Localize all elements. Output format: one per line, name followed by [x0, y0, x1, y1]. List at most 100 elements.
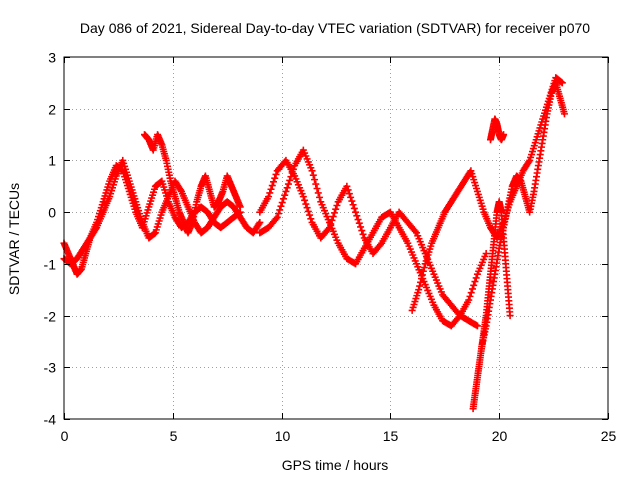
- data-point: [376, 241, 384, 249]
- data-point: [266, 189, 274, 197]
- data-point: [303, 204, 311, 212]
- data-point: [267, 185, 275, 193]
- data-point: [354, 216, 362, 224]
- data-point: [286, 176, 294, 184]
- data-point: [473, 322, 481, 330]
- data-point: [525, 158, 533, 166]
- data-point: [332, 205, 340, 213]
- data-point: [506, 312, 514, 320]
- data-point: [301, 196, 309, 204]
- data-point: [288, 169, 296, 177]
- data-point: [272, 170, 280, 178]
- data-point: [465, 296, 473, 304]
- data-point: [455, 313, 463, 321]
- data-point: [308, 167, 316, 175]
- data-point: [353, 212, 361, 220]
- series-track-h: [478, 79, 568, 351]
- data-point: [316, 193, 324, 201]
- x-axis-label: GPS time / hours: [282, 457, 389, 473]
- data-point: [278, 199, 286, 207]
- data-point: [482, 250, 490, 258]
- data-point: [468, 285, 476, 293]
- data-point: [299, 193, 307, 201]
- data-point: [416, 282, 424, 290]
- data-point: [282, 187, 290, 195]
- data-point: [272, 215, 280, 223]
- y-tick-label: -1: [44, 257, 57, 273]
- series-track-e: [256, 146, 490, 330]
- data-point: [276, 206, 284, 214]
- data-point: [471, 278, 479, 286]
- data-point: [270, 178, 278, 186]
- y-tick-label: 3: [48, 50, 56, 66]
- data-point: [236, 203, 244, 211]
- data-point: [472, 274, 480, 282]
- data-point: [500, 131, 508, 139]
- data-point: [415, 286, 423, 294]
- data-point: [289, 165, 297, 173]
- data-point: [274, 210, 282, 218]
- data-point: [302, 200, 310, 208]
- data-point: [306, 211, 314, 219]
- data-point: [313, 185, 321, 193]
- data-point: [92, 225, 100, 233]
- data-point: [359, 230, 367, 238]
- y-tick-label: -2: [44, 309, 57, 325]
- data-point: [411, 227, 419, 235]
- data-point: [287, 173, 295, 181]
- y-axis-label: SDTVAR / TECUs: [6, 183, 22, 295]
- y-tick-label: 2: [48, 102, 56, 118]
- data-point: [357, 223, 365, 231]
- data-point: [304, 207, 312, 215]
- data-point: [466, 292, 474, 300]
- x-tick-label: 5: [170, 428, 178, 444]
- data-point: [177, 186, 185, 194]
- data-point: [467, 289, 475, 297]
- data-point: [355, 219, 363, 227]
- data-point: [309, 171, 317, 179]
- x-tick-label: 15: [383, 428, 399, 444]
- data-point: [470, 281, 478, 289]
- data-point: [352, 208, 360, 216]
- series-track-a: [60, 162, 244, 278]
- data-marks: [60, 74, 568, 413]
- axis-ticks: 0 5 10 15 20 25 -4 -3 -2 -1 0 1 2 3: [44, 50, 617, 445]
- series-track-c: [141, 131, 244, 237]
- data-point: [358, 227, 366, 235]
- data-point: [560, 110, 568, 118]
- y-tick-label: 1: [48, 153, 56, 169]
- y-tick-label: -4: [44, 412, 57, 428]
- data-point: [256, 218, 264, 226]
- data-point: [265, 193, 273, 201]
- data-point: [417, 275, 425, 283]
- data-point: [271, 174, 279, 182]
- data-point: [343, 182, 351, 190]
- data-point: [418, 271, 426, 279]
- data-point: [347, 193, 355, 201]
- data-point: [349, 201, 357, 209]
- data-point: [350, 204, 358, 212]
- data-point: [268, 182, 276, 190]
- data-point: [281, 191, 289, 199]
- data-point: [344, 186, 352, 194]
- x-tick-label: 10: [275, 428, 291, 444]
- data-point: [345, 190, 353, 198]
- data-point: [348, 197, 356, 205]
- data-point: [333, 201, 341, 209]
- data-point: [277, 202, 285, 210]
- x-tick-label: 0: [61, 428, 69, 444]
- plot-frame: [63, 56, 609, 420]
- data-point: [284, 180, 292, 188]
- data-point: [283, 184, 291, 192]
- data-point: [420, 264, 428, 272]
- data-point: [314, 189, 322, 197]
- y-tick-label: -3: [44, 360, 57, 376]
- data-point: [311, 176, 319, 184]
- series-track-i: [486, 115, 508, 144]
- data-point: [330, 209, 338, 217]
- y-tick-label: 0: [48, 205, 56, 221]
- data-point: [417, 278, 425, 286]
- data-point: [279, 195, 287, 203]
- x-tick-label: 25: [601, 428, 617, 444]
